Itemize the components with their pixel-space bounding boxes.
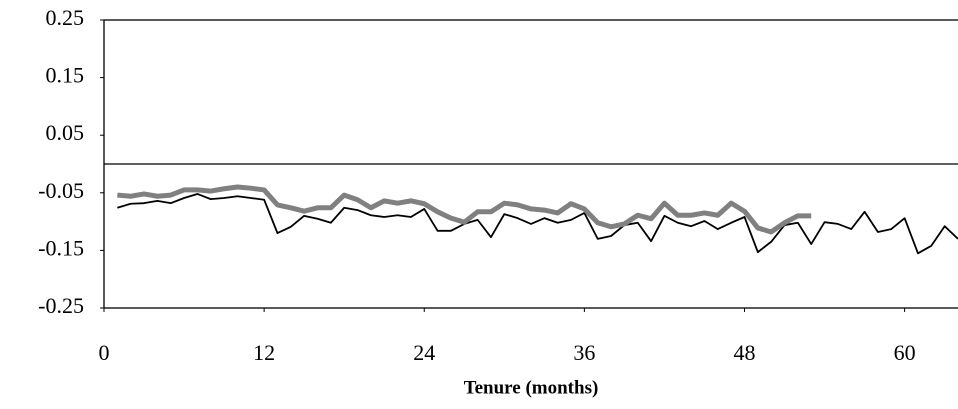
y-tick-label: -0.25: [38, 293, 84, 318]
x-tick-label: 48: [734, 340, 756, 365]
x-tick-label: 0: [99, 340, 110, 365]
x-axis-label: Tenure (months): [464, 377, 599, 398]
y-tick-label: -0.15: [38, 235, 84, 260]
series-line: [117, 184, 812, 235]
series-line: [117, 193, 958, 255]
x-tick-label: 36: [573, 340, 595, 365]
y-tick-label: 0.15: [46, 63, 85, 88]
y-tick-label: -0.05: [38, 178, 84, 203]
x-tick-label: 12: [253, 340, 275, 365]
x-tick-label: 24: [413, 340, 435, 365]
y-tick-label: 0.05: [46, 120, 85, 145]
y-tick-label: 0.25: [46, 5, 85, 30]
x-tick-label: 60: [894, 340, 916, 365]
